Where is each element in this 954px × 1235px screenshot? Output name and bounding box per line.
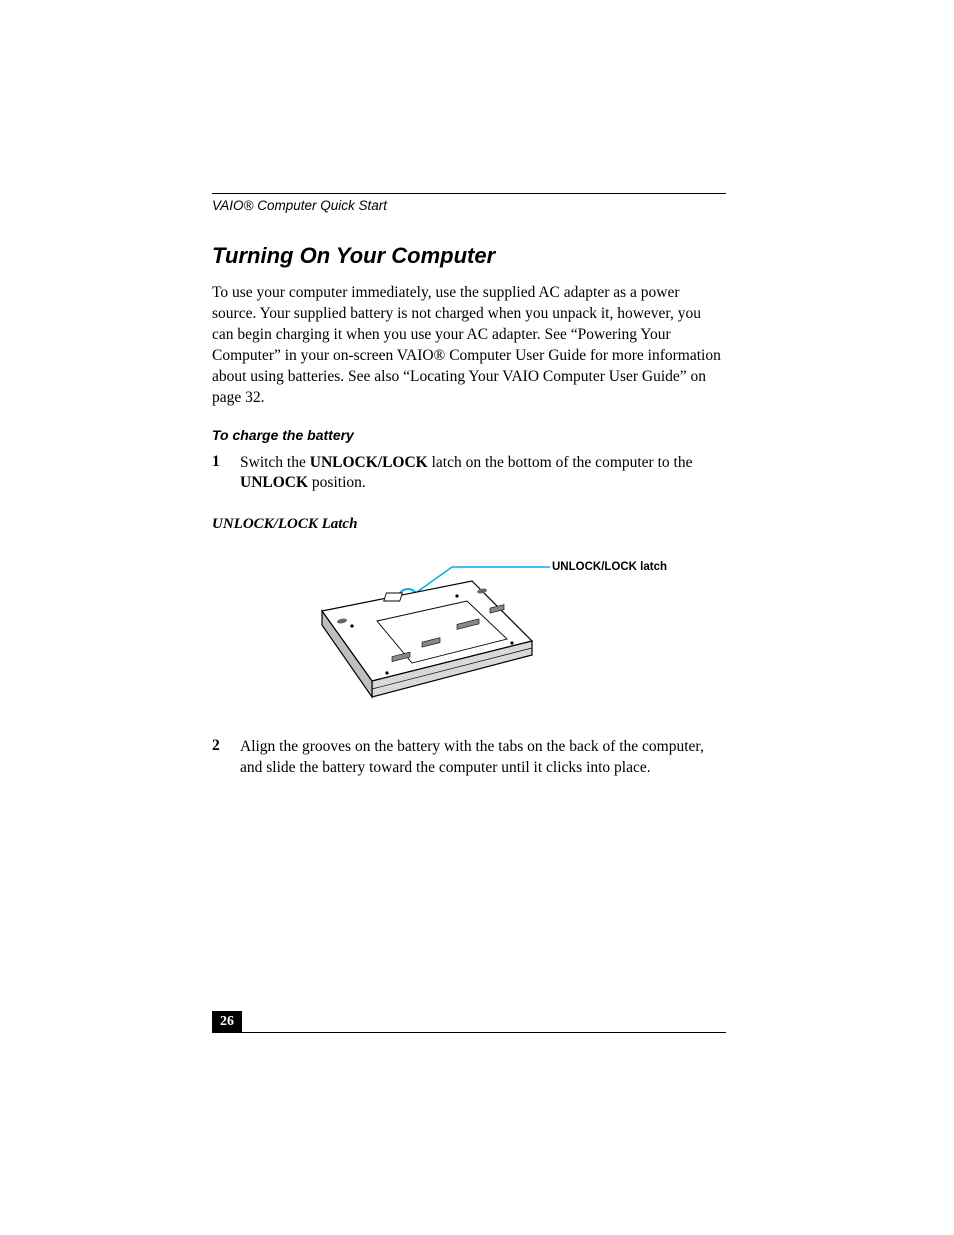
- laptop-illustration: [282, 551, 562, 721]
- step-1-bold1: UNLOCK/LOCK: [310, 454, 428, 471]
- step-1-bold2: UNLOCK: [240, 474, 308, 491]
- step-1-post: position.: [308, 474, 366, 491]
- figure-caption: UNLOCK/LOCK Latch: [212, 516, 726, 533]
- header-rule: [212, 193, 726, 194]
- figure-callout-label: UNLOCK/LOCK latch: [552, 561, 667, 573]
- figure: UNLOCK/LOCK latch: [212, 541, 726, 721]
- page-title: Turning On Your Computer: [212, 243, 726, 269]
- step-1-pre: Switch the: [240, 454, 310, 471]
- subsection-heading: To charge the battery: [212, 427, 726, 443]
- step-2-text: Align the grooves on the battery with th…: [240, 738, 704, 776]
- page-number: 26: [212, 1011, 242, 1033]
- step-number: 1: [212, 453, 240, 495]
- step-text: Align the grooves on the battery with th…: [240, 737, 726, 779]
- footer-rule: [212, 1032, 726, 1033]
- intro-paragraph: To use your computer immediately, use th…: [212, 283, 726, 409]
- step-1: 1 Switch the UNLOCK/LOCK latch on the bo…: [212, 453, 726, 495]
- page-footer: 26: [212, 1011, 726, 1033]
- step-2: 2 Align the grooves on the battery with …: [212, 737, 726, 779]
- step-text: Switch the UNLOCK/LOCK latch on the bott…: [240, 453, 726, 495]
- step-1-mid: latch on the bottom of the computer to t…: [428, 454, 693, 471]
- step-number: 2: [212, 737, 240, 779]
- running-header: VAIO® Computer Quick Start: [212, 198, 726, 213]
